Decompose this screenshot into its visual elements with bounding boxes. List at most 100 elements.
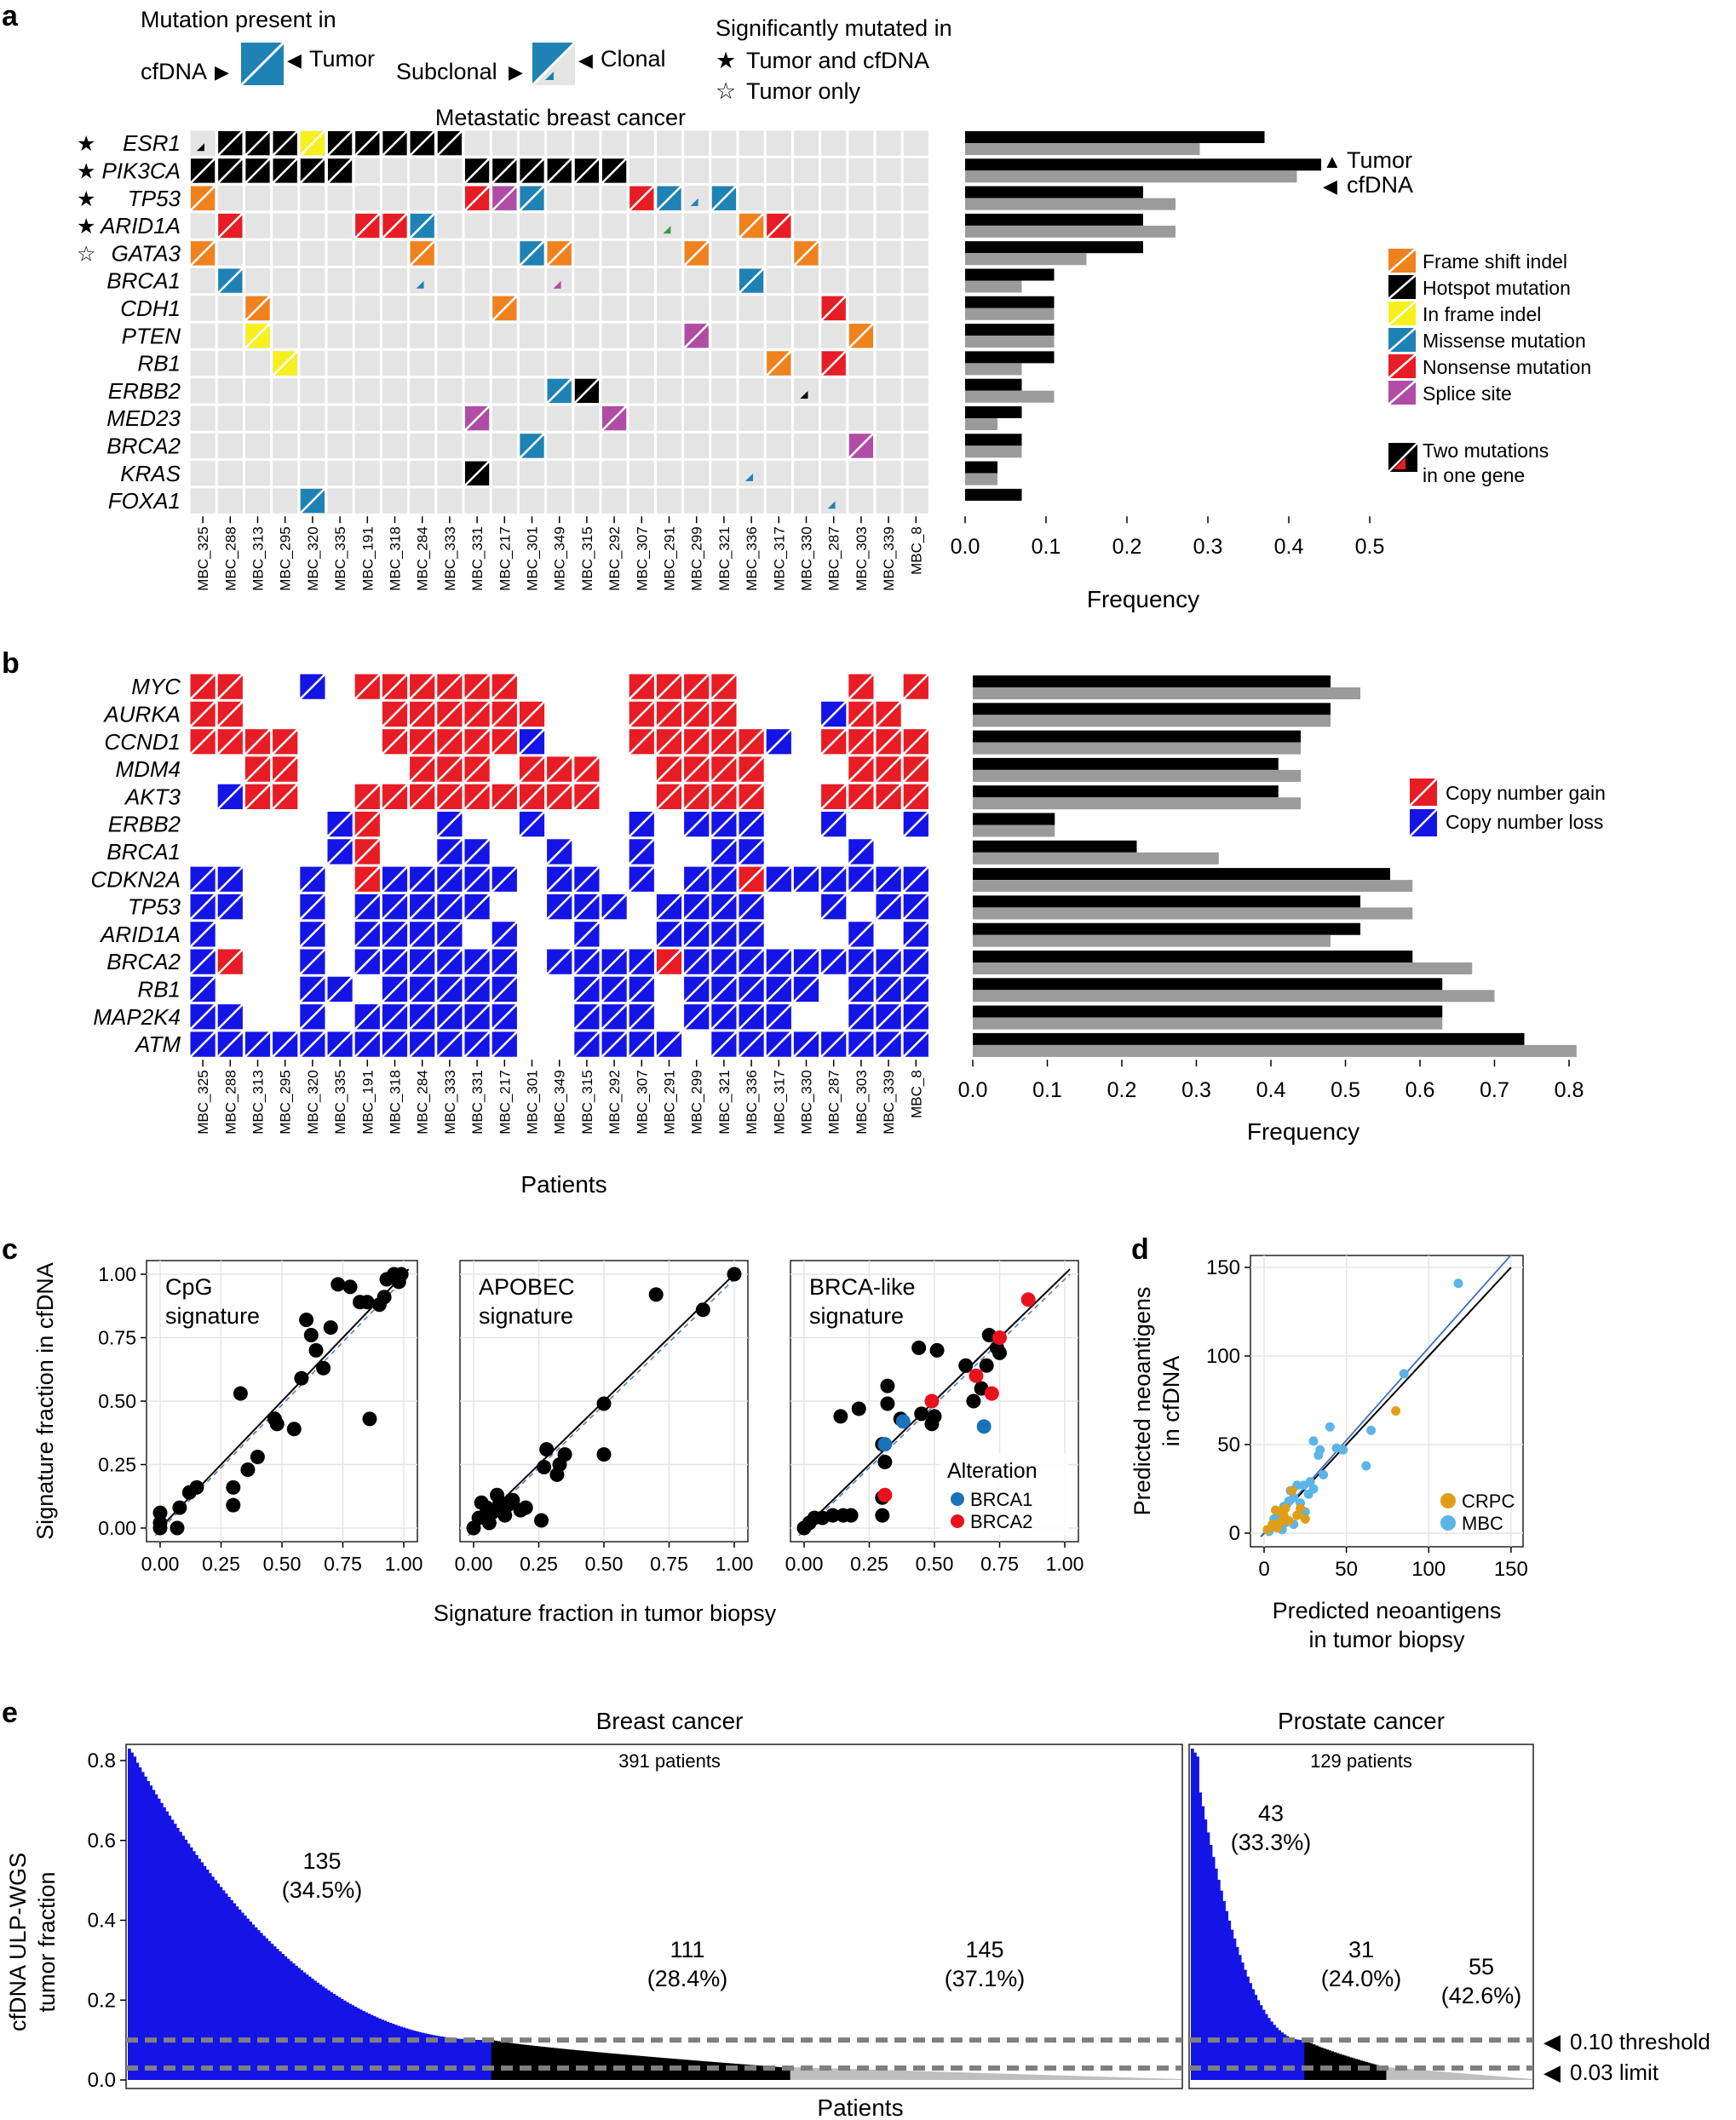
cn-cell <box>491 783 518 810</box>
mutation-frequency-bars <box>965 131 1321 501</box>
cn-cell <box>382 1003 408 1031</box>
cn-divider <box>189 948 216 975</box>
y-tick-label: 0.0 <box>88 2069 116 2092</box>
tumor-fraction-bar <box>555 2048 560 2080</box>
cell-divider <box>491 158 518 184</box>
tumor-bar <box>965 241 1143 254</box>
cn-cell <box>436 811 463 838</box>
cn-divider <box>656 728 682 756</box>
tumor-fraction-bar <box>1317 2046 1321 2080</box>
tumor-bar <box>973 757 1279 770</box>
cn-divider <box>299 673 326 700</box>
tumor-fraction-bar <box>922 2071 926 2080</box>
panel-c-letter: c <box>2 1233 18 1266</box>
cell-divider <box>519 185 545 211</box>
cn-cell <box>628 865 655 893</box>
cn-cell <box>491 700 518 727</box>
cn-cell <box>765 1031 792 1058</box>
cell-divider <box>491 295 518 321</box>
cn-divider <box>683 728 710 756</box>
cn-divider <box>299 921 326 948</box>
tumor-fraction-bar <box>1035 2074 1039 2080</box>
cn-divider <box>436 838 463 865</box>
tumor-fraction-bar <box>1217 1880 1221 2080</box>
tumor-fraction-bar <box>1381 2066 1384 2080</box>
cn-cell <box>436 756 463 783</box>
cn-divider <box>436 673 463 700</box>
cn-cell <box>656 728 682 756</box>
bar-legend-cfdna: cfDNA <box>1347 172 1413 198</box>
legend-star-open-icon: ☆ <box>716 78 736 104</box>
cn-cell <box>436 1003 463 1031</box>
cn-cell <box>738 948 765 975</box>
cn-cell <box>546 783 573 810</box>
data-point <box>152 1505 168 1520</box>
tumor-fraction-bar <box>507 2042 511 2080</box>
crpc-point <box>1275 1507 1285 1517</box>
gene-label: KRAS <box>120 461 181 486</box>
breast-low-pct: (37.1%) <box>945 1966 1026 1991</box>
cn-cell <box>463 893 491 921</box>
mutation-heatmap <box>187 128 931 516</box>
cn-cell <box>710 1003 738 1031</box>
prostate-mid-count: 31 <box>1348 1937 1374 1962</box>
tumor-fraction-bar <box>1233 1938 1237 2080</box>
tumor-fraction-bar <box>1264 2014 1268 2080</box>
tumor-fraction-bar <box>152 1790 156 2080</box>
cn-gain-label: Copy number gain <box>1446 782 1606 804</box>
cn-cell <box>354 893 381 921</box>
cn-cell <box>382 893 408 921</box>
cn-divider <box>902 1031 929 1058</box>
data-point <box>851 1401 866 1416</box>
cn-cell <box>436 1031 463 1058</box>
cfdna-bar <box>973 934 1331 947</box>
tumor-fraction-bar <box>1520 2078 1525 2080</box>
tumor-fraction-bar <box>847 2069 850 2080</box>
cn-cell <box>189 728 216 756</box>
tumor-fraction-bar <box>308 1976 312 2080</box>
patient-label: MBC_191 <box>359 1070 376 1135</box>
cell-divider <box>491 185 518 211</box>
d-y-title-line2: in cfDNA <box>1158 1356 1184 1447</box>
cn-cell <box>409 756 436 783</box>
tumor-fraction-bar <box>1043 2075 1047 2080</box>
tumor-fraction-bar <box>986 2073 991 2080</box>
x-tick-label: 0.75 <box>980 1553 1019 1575</box>
tumor-fraction-bar <box>416 2031 420 2080</box>
tumor-fraction-bar <box>149 1785 153 2080</box>
freq-tick-label: 0.1 <box>1032 535 1061 559</box>
data-point <box>505 1492 520 1508</box>
tumor-bar <box>965 488 1022 501</box>
tumor-fraction-bar <box>736 2064 740 2080</box>
frequency-axis-a: 0.0 0.1 0.2 0.3 0.4 0.5 <box>951 516 1385 559</box>
gene-label: CCND1 <box>104 729 181 755</box>
cn-divider <box>354 948 381 975</box>
tumor-bar <box>965 158 1321 171</box>
tumor-fraction-bar <box>1484 2075 1487 2080</box>
cn-divider <box>710 811 738 838</box>
cn-cell <box>848 1031 875 1058</box>
cell-divider <box>710 185 737 211</box>
tumor-fraction-bar <box>1059 2075 1063 2080</box>
data-point <box>877 1487 893 1502</box>
cn-divider <box>326 1031 354 1058</box>
data-point <box>308 1342 324 1358</box>
tumor-fraction-bar <box>1492 2076 1496 2080</box>
cell-divider <box>601 158 628 184</box>
x-tick-label: 0.75 <box>650 1553 688 1575</box>
freq-tick-label: 0.5 <box>1355 535 1385 559</box>
c-legend: Alteration BRCA1 BRCA2 <box>940 1453 1068 1535</box>
data-point <box>979 1358 994 1373</box>
cn-cell <box>683 783 710 810</box>
tumor-fraction-bar <box>1391 2067 1395 2080</box>
tumor-fraction-bar <box>488 2040 492 2080</box>
tumor-bar <box>965 213 1143 226</box>
tumor-fraction-bar <box>711 2061 716 2080</box>
data-point <box>537 1459 552 1474</box>
cell-divider <box>820 295 847 321</box>
tumor-fraction-bar <box>1465 2073 1469 2080</box>
patient-label: MBC_330 <box>799 526 815 591</box>
freq-tick-label: 0.4 <box>1256 1078 1286 1102</box>
tumor-fraction-bar <box>1175 2078 1179 2080</box>
